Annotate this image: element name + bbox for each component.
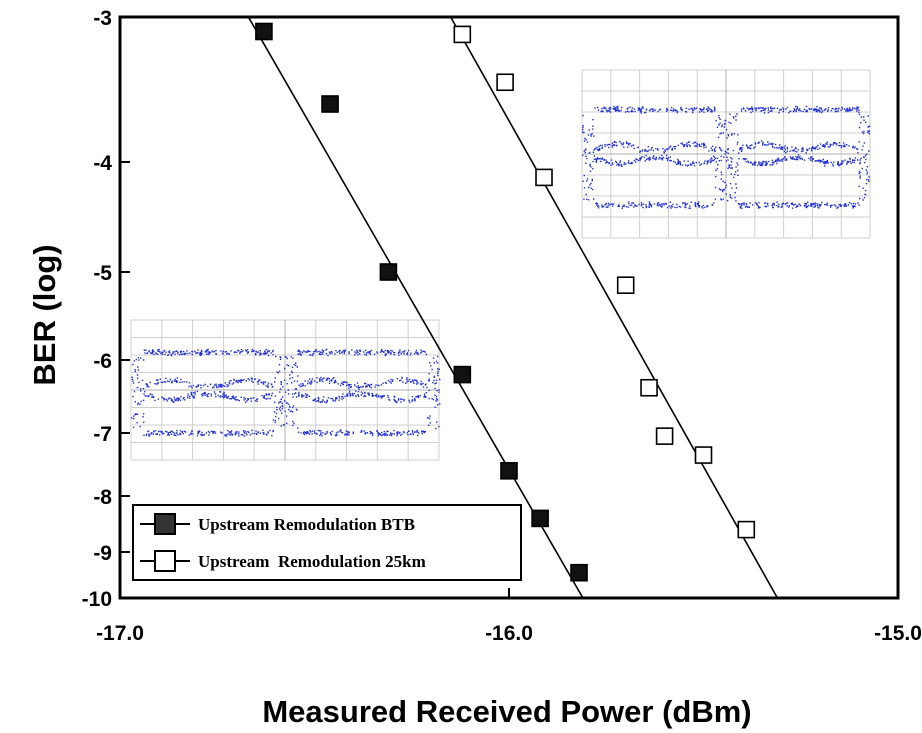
data-point-btb xyxy=(570,563,588,582)
data-point-25km xyxy=(496,73,514,92)
data-point-btb xyxy=(531,509,549,528)
legend: Upstream Remodulation BTB Upstream Remod… xyxy=(132,504,522,581)
legend-label-25km: Upstream Remodulation 25km xyxy=(198,552,426,571)
data-point-btb xyxy=(500,461,518,480)
fit-line-btb xyxy=(247,16,584,599)
data-point-btb xyxy=(379,263,398,281)
data-point-25km xyxy=(616,276,635,295)
data-point-25km xyxy=(737,520,756,539)
y-tick-label: -10 xyxy=(82,588,112,611)
x-tick-label: -17.0 xyxy=(96,622,144,645)
data-point-25km xyxy=(640,378,658,397)
x-tick-label: -15.0 xyxy=(874,622,922,645)
data-point-btb xyxy=(321,95,339,113)
data-point-25km xyxy=(655,427,674,445)
fit-line-25km xyxy=(449,16,779,599)
y-tick-label: -9 xyxy=(93,542,112,565)
x-axis-title: Measured Received Power (dBm) xyxy=(262,694,751,729)
data-point-25km xyxy=(453,25,472,44)
data-points xyxy=(255,22,756,582)
legend-marker-btb xyxy=(154,513,176,535)
y-tick-label: -8 xyxy=(93,486,112,509)
y-tick-label: -7 xyxy=(93,423,112,446)
eye-diagram-25km-inset xyxy=(581,69,871,239)
eye-diagram-btb-inset xyxy=(130,319,441,461)
data-point-btb xyxy=(255,22,273,41)
y-tick-label: -4 xyxy=(93,152,112,175)
data-point-25km xyxy=(535,168,553,187)
y-tick-label: -5 xyxy=(93,262,112,285)
axis-ticks: -3 -4 -5 -6 -7 -8 -9 -10 -17.0 -16.0 -15.0 xyxy=(82,7,922,645)
fit-lines xyxy=(247,16,779,599)
eye-trace xyxy=(582,105,871,209)
y-tick-label: -3 xyxy=(93,7,112,30)
y-tick-label: -6 xyxy=(93,350,112,373)
legend-box xyxy=(132,504,522,581)
data-point-btb xyxy=(453,365,472,384)
x-tick-label: -16.0 xyxy=(485,622,533,645)
y-axis-title: BER (log) xyxy=(27,244,62,385)
eye-trace xyxy=(131,348,441,437)
legend-marker-25km xyxy=(154,550,176,572)
data-point-25km xyxy=(694,446,713,464)
legend-label-btb: Upstream Remodulation BTB xyxy=(198,515,415,534)
